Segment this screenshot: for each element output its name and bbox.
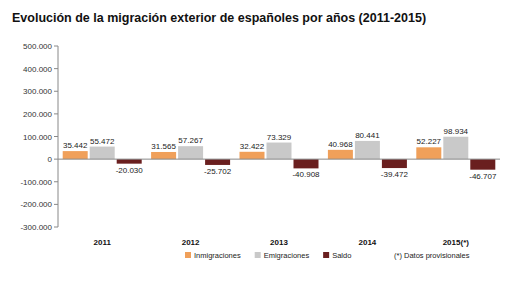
data-label: -25.702 (204, 167, 232, 176)
y-tick (54, 181, 58, 182)
y-tick (54, 91, 58, 92)
y-tick-label: -200.000 (20, 200, 52, 209)
y-axis (58, 46, 59, 227)
zero-line (58, 159, 500, 160)
data-label: 31.565 (151, 142, 176, 151)
y-tick-label: 300.000 (23, 87, 52, 96)
data-label: 40.968 (328, 140, 353, 149)
y-tick-label: 200.000 (23, 110, 52, 119)
legend-swatch (323, 252, 329, 258)
chart: Evolución de la migración exterior de es… (0, 0, 510, 286)
bar (267, 143, 292, 160)
data-label: -40.908 (292, 170, 320, 179)
annotation: (*) Datos provisionales (394, 251, 470, 260)
y-tick (54, 136, 58, 137)
data-label: 73.329 (267, 133, 292, 142)
y-tick-label: 500.000 (23, 42, 52, 51)
legend-swatch (185, 252, 191, 258)
bar (355, 141, 380, 159)
data-label: 98.934 (444, 127, 469, 136)
data-label: 52.227 (417, 137, 442, 146)
bar (443, 137, 468, 159)
legend-label: Saldo (332, 251, 351, 260)
legend-label: Inmigraciones (194, 251, 241, 260)
x-tick-label: 2012 (182, 238, 200, 247)
data-label: 57.267 (178, 136, 203, 145)
y-tick-label: -300.000 (20, 223, 52, 232)
data-labels: 35.44255.472 -20.030 31.56557.267 -25.702 32… (63, 127, 497, 181)
y-tick (54, 159, 58, 160)
title: Evolución de la migración exterior de es… (12, 11, 426, 25)
bar (470, 159, 495, 170)
x-tick-label: 2014 (359, 238, 377, 247)
x-tick-label: 2011 (94, 238, 112, 247)
data-label: 55.472 (90, 137, 115, 146)
y-tick-label: 0 (48, 155, 53, 164)
data-label: 80.441 (355, 131, 380, 140)
bar (240, 152, 265, 159)
bar (205, 159, 230, 165)
bar (416, 147, 441, 159)
bar (294, 159, 319, 168)
bar (178, 146, 203, 159)
legend-label: Emigraciones (264, 251, 310, 260)
data-label: -39.472 (381, 170, 409, 179)
y-tick-label: -100.000 (20, 178, 52, 187)
y-tick-label: 400.000 (23, 65, 52, 74)
y-tick (54, 68, 58, 69)
y-tick (54, 113, 58, 114)
bar (90, 147, 115, 160)
bar (328, 150, 353, 159)
data-label: -20.030 (116, 166, 144, 175)
bar (382, 159, 407, 168)
bar (151, 152, 176, 159)
data-label: -46.707 (469, 172, 497, 181)
data-label: 35.442 (63, 141, 88, 150)
legend-swatch (255, 252, 261, 258)
bar (63, 151, 88, 159)
data-label: 32.422 (240, 142, 265, 151)
y-tick (54, 204, 58, 205)
y-tick (54, 46, 58, 47)
y-tick-label: 100.000 (23, 133, 52, 142)
x-tick-label: 2013 (270, 238, 288, 247)
y-tick (54, 227, 58, 228)
x-tick-label: 2015(*) (443, 238, 470, 247)
bar (117, 159, 142, 164)
